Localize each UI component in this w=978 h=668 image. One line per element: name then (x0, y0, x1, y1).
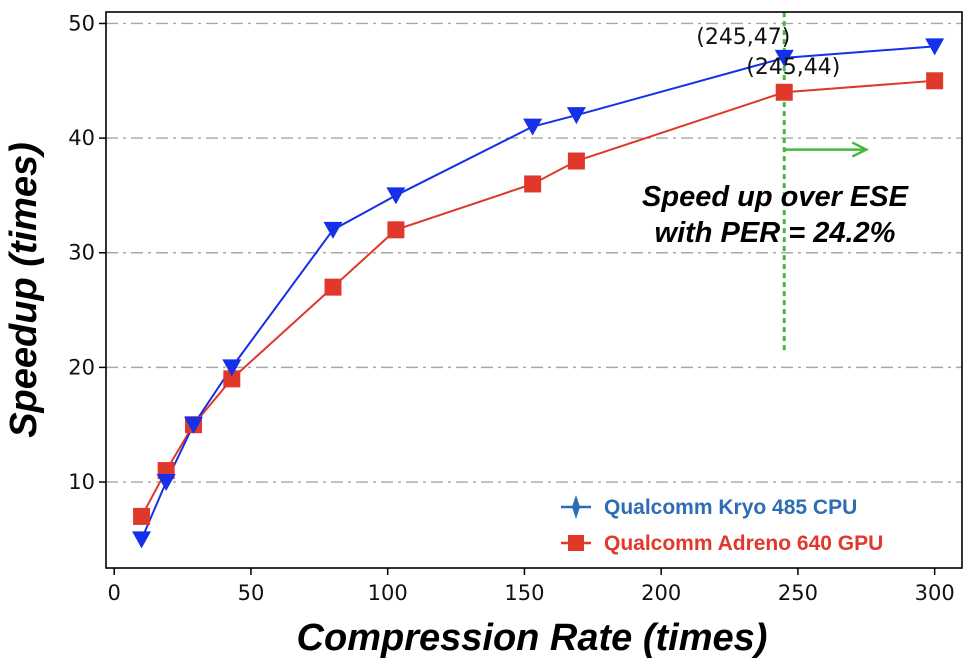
cpu-point (386, 187, 406, 205)
y-tick-label: 50 (68, 11, 95, 35)
x-tick-label: 300 (915, 581, 955, 605)
legend-label: Qualcomm Kryo 485 CPU (604, 496, 857, 519)
gpu-point (926, 72, 944, 90)
y-tick-label: 30 (68, 241, 95, 265)
gpu-point (524, 175, 542, 193)
axis-ticks: 10 20 30 40 50 0 50 100 150 200 250 300 (68, 11, 954, 605)
gpu-point (567, 152, 585, 170)
y-axis-title: Speedup (times) (3, 142, 45, 438)
cpu-point (774, 49, 794, 67)
series-line (140, 79, 935, 517)
reference-group (782, 12, 870, 351)
gpu-point (133, 507, 151, 525)
series-group (132, 38, 945, 549)
x-axis-title: Compression Rate (times) (297, 617, 768, 659)
y-tick-label: 10 (68, 470, 95, 494)
gpu-point (223, 370, 241, 388)
x-tick-label: 50 (238, 581, 265, 605)
arrow-head (851, 141, 870, 158)
grid-lines (106, 22, 962, 483)
x-tick-label: 250 (778, 581, 818, 605)
y-tick-label: 20 (68, 355, 95, 379)
x-tick-label: 200 (641, 581, 681, 605)
cpu-point (184, 416, 204, 434)
plot-frame (105, 11, 963, 569)
gpu-point (324, 278, 342, 296)
cpu-point (323, 221, 343, 239)
cpu-point (222, 359, 242, 377)
annotations: (245,47) (245,44) Speed up over ESE with PE… (642, 25, 910, 249)
cpu-point (523, 118, 543, 136)
cpu-point (925, 38, 945, 56)
cpu-point (156, 474, 176, 492)
x-tick-label: 150 (504, 581, 544, 605)
speedup-note: Speed up over ESE (642, 181, 910, 213)
speedup-note: with PER = 24.2% (655, 217, 896, 249)
cpu-point (566, 107, 586, 125)
legend: Qualcomm Kryo 485 CPU Qualcomm Adreno 640… (561, 495, 883, 555)
legend-marker-square (568, 535, 584, 551)
y-tick-label: 40 (68, 126, 95, 150)
point-annotation: (245,47) (696, 25, 790, 50)
x-tick-label: 100 (368, 581, 408, 605)
point-annotation: (245,44) (746, 55, 840, 80)
x-tick-label: 0 (108, 581, 121, 605)
legend-marker-star (572, 507, 580, 519)
series-line (140, 45, 935, 540)
legend-marker-star (572, 495, 580, 507)
cpu-point (132, 531, 152, 549)
gpu-point (387, 221, 405, 239)
gpu-point (775, 83, 793, 101)
legend-label: Qualcomm Adreno 640 GPU (604, 532, 883, 555)
